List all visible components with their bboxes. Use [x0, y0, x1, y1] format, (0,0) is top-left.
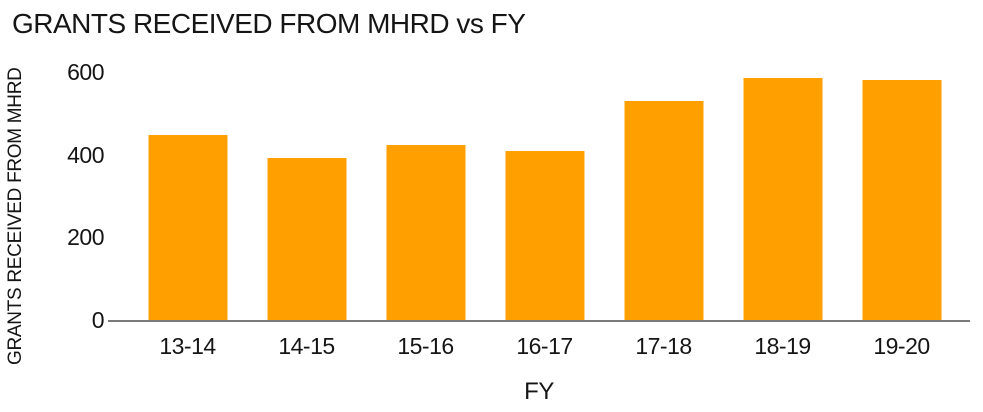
x-axis-title: FY [524, 378, 554, 405]
bar-14-15 [267, 158, 346, 320]
plot-area: 13-14 14-15 15-16 16-17 17-18 18-19 19-20 [108, 72, 970, 359]
category-slot: 19-20 [842, 72, 961, 359]
x-tick-label: 13-14 [159, 333, 216, 359]
category-slot: 13-14 [128, 72, 247, 359]
bar-15-16 [386, 145, 465, 320]
category-slot: 18-19 [723, 72, 842, 359]
x-tick-label: 17-18 [635, 333, 692, 359]
y-tick-label: 400 [67, 141, 104, 168]
category-slot: 15-16 [366, 72, 485, 359]
x-tick-label: 19-20 [873, 333, 930, 359]
category-slot: 14-15 [247, 72, 366, 359]
bar-16-17 [505, 151, 584, 320]
bar-19-20 [862, 80, 941, 320]
y-tick-label: 0 [91, 307, 105, 333]
category-slot: 16-17 [485, 72, 604, 359]
bar-18-19 [743, 78, 822, 320]
category-slot: 17-18 [604, 72, 723, 359]
bars-container: 13-14 14-15 15-16 16-17 17-18 18-19 19-20 [128, 72, 961, 359]
y-tick-label: 600 [67, 59, 104, 85]
x-tick-label: 18-19 [754, 333, 811, 359]
y-tick-label: 200 [67, 224, 104, 251]
bar-17-18 [624, 100, 703, 320]
x-tick-label: 14-15 [278, 333, 335, 359]
x-tick-label: 15-16 [397, 333, 454, 359]
chart-title: GRANTS RECEIVED FROM MHRD vs FY [12, 8, 526, 39]
bar-13-14 [148, 135, 227, 320]
x-tick-label: 16-17 [516, 333, 573, 359]
